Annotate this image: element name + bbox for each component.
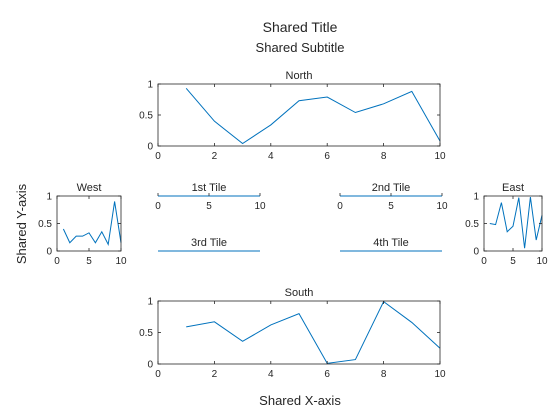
x-tick-label-south: 6 (324, 369, 330, 380)
x-tick-label-east: 0 (481, 256, 487, 267)
y-tick-label-north: 0.5 (139, 111, 153, 122)
x-tick-label-north: 6 (324, 151, 330, 162)
x-tick-label-north: 8 (381, 151, 387, 162)
y-tick-label-south: 0.5 (139, 328, 153, 339)
shared-x-axis-label: Shared X-axis (259, 393, 341, 408)
y-tick-label-south: 0 (147, 360, 153, 371)
shared-title: Shared Title (263, 19, 338, 35)
shared-y-axis-label: Shared Y-axis (14, 183, 29, 264)
tile-title-tile1: 1st Tile (192, 182, 227, 194)
series-line-south (186, 300, 441, 364)
x-tick-label-tile1: 10 (254, 201, 266, 212)
y-tick-label-north: 1 (147, 80, 153, 91)
x-tick-label-south: 4 (268, 369, 274, 380)
x-tick-label-tile1: 0 (155, 201, 161, 212)
x-tick-label-west: 10 (115, 256, 127, 267)
tile-south: South 0 2 4 6 8 10 0 0.5 1 (139, 287, 446, 380)
tile-title-tile4: 4th Tile (373, 237, 408, 249)
x-tick-label-north: 10 (434, 151, 446, 162)
x-tick-label-tile1: 5 (206, 201, 212, 212)
x-tick-label-west: 5 (86, 256, 92, 267)
tile-north: North 0 2 4 6 8 10 0 0.5 1 (139, 70, 446, 162)
x-tick-label-north: 2 (212, 151, 218, 162)
x-tick-label-north: 4 (268, 151, 274, 162)
shared-subtitle: Shared Subtitle (256, 40, 345, 55)
plot-area-south (158, 301, 440, 364)
y-tick-label-west: 0 (46, 247, 52, 258)
x-tick-label-tile2: 5 (388, 201, 394, 212)
tile-title-east: East (502, 182, 524, 194)
tile-title-south: South (285, 287, 314, 299)
tile-tile3: 3rd Tile (158, 237, 260, 252)
tile-title-west: West (77, 182, 102, 194)
tile-west: West 0 5 10 0 0.5 1 (38, 182, 127, 267)
x-tick-label-south: 2 (212, 369, 218, 380)
y-tick-label-west: 0.5 (38, 219, 52, 230)
tile-east: East 0 5 10 0 0.5 1 (465, 182, 548, 267)
y-tick-label-west: 1 (46, 192, 52, 203)
plot-area-west (57, 196, 121, 251)
y-tick-label-east: 0.5 (465, 219, 479, 230)
tile-title-north: North (286, 70, 313, 82)
x-tick-label-south: 0 (155, 369, 161, 380)
y-tick-label-east: 0 (473, 247, 479, 258)
y-tick-label-north: 0 (147, 142, 153, 153)
series-line-north (185, 88, 441, 145)
plot-area-north (158, 84, 440, 146)
series-line-east (489, 197, 543, 249)
x-tick-label-west: 0 (54, 256, 60, 267)
x-tick-label-south: 8 (381, 369, 387, 380)
tile-tile2: 2nd Tile 0 5 10 (337, 182, 448, 212)
tile-tile1: 1st Tile 0 5 10 (155, 182, 266, 212)
plot-area-east (484, 196, 542, 251)
x-tick-label-tile2: 0 (337, 201, 343, 212)
x-tick-label-south: 10 (434, 369, 446, 380)
tile-title-tile2: 2nd Tile (372, 182, 411, 194)
tile-tile4: 4th Tile (340, 237, 442, 252)
tile-title-tile3: 3rd Tile (191, 237, 227, 249)
y-tick-label-east: 1 (473, 192, 479, 203)
x-tick-label-tile2: 10 (436, 201, 448, 212)
x-tick-label-east: 10 (536, 256, 548, 267)
series-line-west (62, 201, 122, 247)
x-tick-label-east: 5 (510, 256, 516, 267)
x-tick-label-north: 0 (155, 151, 161, 162)
y-tick-label-south: 1 (147, 297, 153, 308)
